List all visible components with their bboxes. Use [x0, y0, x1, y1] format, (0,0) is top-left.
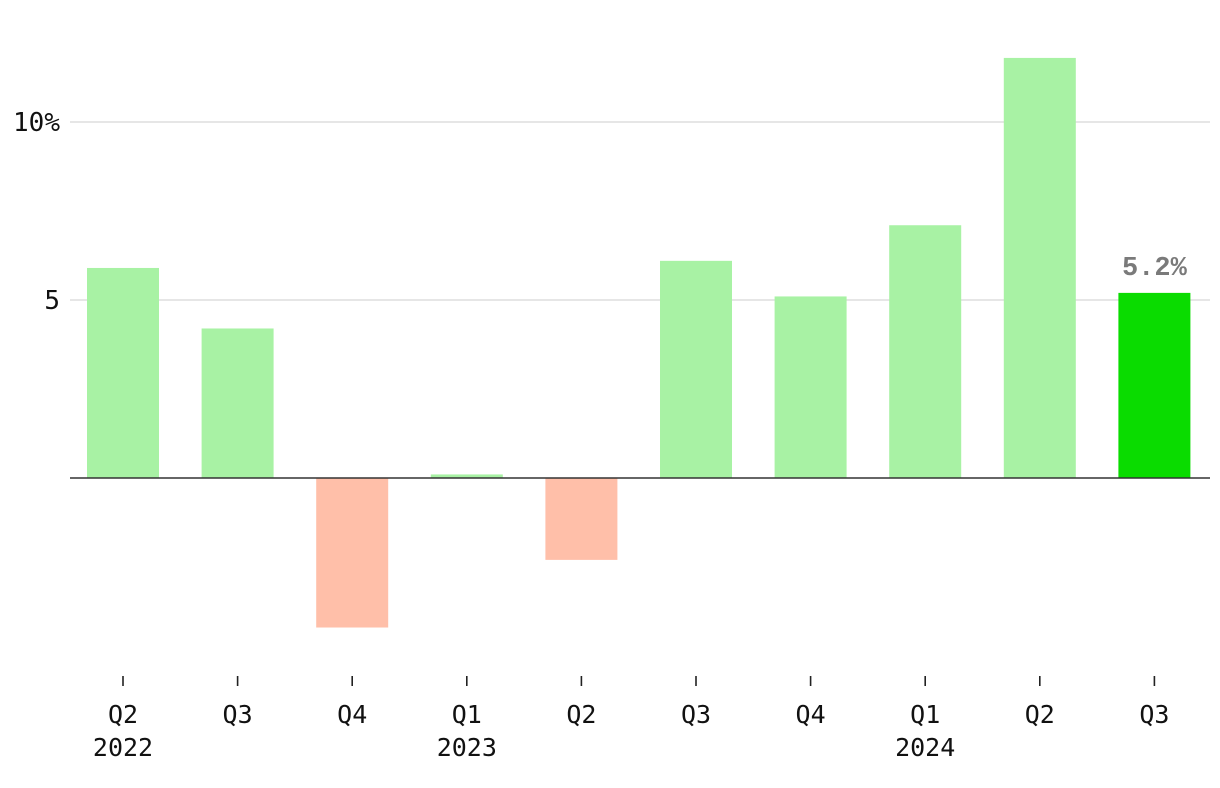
data-label-highlight: 5.2% [1122, 254, 1188, 284]
bar-q4-2 [316, 478, 389, 628]
x-year-label: 2024 [895, 733, 955, 762]
x-tick-label: Q2 [1025, 700, 1055, 729]
x-tick-label: Q4 [796, 700, 826, 729]
bar-q3-9 [1118, 292, 1191, 478]
bar-q2-8 [1003, 57, 1076, 479]
x-tick-label: Q2 [566, 700, 596, 729]
x-year-label: 2022 [93, 733, 153, 762]
x-tick-label: Q1 [910, 700, 940, 729]
x-year-label: 2023 [437, 733, 497, 762]
y-tick-label: 5 [44, 286, 60, 316]
bar-q4-6 [774, 296, 847, 478]
bar-q3-5 [660, 260, 732, 478]
bars [87, 57, 1191, 628]
bar-q3-1 [201, 328, 274, 478]
y-tick-label: 10% [13, 108, 60, 138]
labels: 10% 5 Q2 2022 Q3 Q4 Q1 2023 Q2 Q3 Q4 Q1 2024 Q2 Q3 5.2% [13, 108, 1188, 762]
bar-q1-7 [889, 225, 962, 478]
x-tick-label: Q3 [1139, 700, 1169, 729]
x-tick-label: Q3 [681, 700, 711, 729]
bar-q2-0 [87, 267, 159, 478]
x-tick-label: Q4 [337, 700, 367, 729]
x-tick-label: Q3 [223, 700, 253, 729]
x-tick-label: Q2 [108, 700, 138, 729]
bar-q2-4 [545, 478, 618, 560]
x-tick-label: Q1 [452, 700, 482, 729]
bar-q1-3 [430, 474, 503, 478]
